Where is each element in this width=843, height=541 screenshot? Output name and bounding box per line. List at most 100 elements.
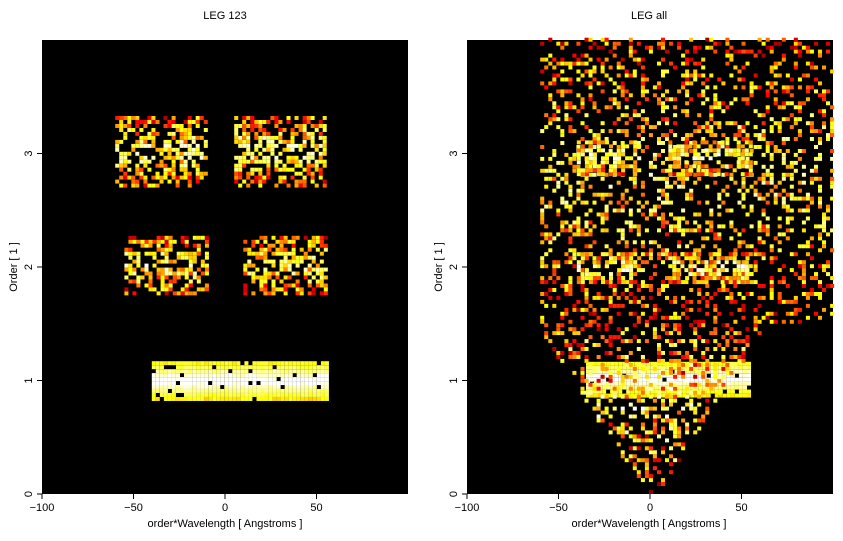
heatmap-cell: [693, 45, 698, 50]
heatmap-cell: [311, 291, 316, 296]
heatmap-cell: [244, 361, 249, 366]
heatmap-cell: [580, 307, 585, 312]
heatmap-cell: [124, 291, 129, 296]
heatmap-cell: [769, 319, 774, 324]
heatmap-cell: [726, 381, 731, 386]
heatmap-cell: [560, 351, 565, 355]
heatmap-cell: [689, 398, 694, 403]
heatmap-cell: [552, 73, 557, 78]
heatmap-cell: [319, 243, 324, 248]
heatmap-cell: [621, 160, 626, 165]
heatmap-cell: [781, 137, 786, 141]
heatmap-cell: [584, 81, 589, 86]
heatmap-cell: [705, 347, 710, 351]
heatmap-cell: [724, 172, 729, 177]
heatmap-cell: [665, 97, 670, 102]
heatmap-cell: [734, 377, 739, 382]
heatmap-cell: [279, 263, 284, 268]
heatmap-cell: [605, 140, 610, 145]
heatmap-cell: [314, 147, 319, 152]
heatmap-cell: [580, 276, 585, 281]
heatmap-cell: [322, 143, 327, 148]
heatmap-cell: [769, 45, 774, 50]
heatmap-cell: [689, 196, 694, 201]
heatmap-cell: [830, 121, 835, 126]
heatmap-cell: [749, 49, 754, 54]
heatmap-cell: [584, 148, 589, 153]
heatmap-cell: [640, 260, 645, 265]
heatmap-cell: [689, 141, 694, 145]
heatmap-cell: [618, 361, 623, 366]
heatmap-cell: [729, 299, 734, 304]
heatmap-cell: [254, 124, 259, 128]
heatmap-cell: [666, 365, 671, 370]
heatmap-cell: [661, 370, 666, 375]
heatmap-cell: [632, 366, 637, 371]
heatmap-cell: [644, 77, 649, 82]
heatmap-cell: [753, 180, 758, 185]
heatmap-cell: [744, 140, 749, 145]
heatmap-cell: [278, 179, 283, 184]
heatmap-cell: [648, 478, 653, 483]
heatmap-cell: [176, 365, 181, 370]
heatmap-cell: [773, 192, 778, 197]
heatmap-cell: [661, 280, 666, 285]
heatmap-cell: [773, 101, 778, 106]
heatmap-cell: [749, 224, 754, 229]
heatmap-cell: [204, 365, 209, 370]
heatmap-cell: [738, 389, 743, 394]
heatmap-cell: [793, 152, 798, 157]
heatmap-cell: [596, 323, 601, 328]
heatmap-cell: [696, 156, 701, 161]
heatmap-cell: [648, 212, 653, 217]
heatmap-cell: [624, 374, 629, 379]
heatmap-cell: [713, 244, 718, 249]
heatmap-cell: [184, 369, 189, 374]
heatmap-cell: [712, 276, 717, 281]
heatmap-cell: [135, 143, 140, 148]
heatmap-cell: [805, 204, 810, 209]
heatmap-cell: [242, 163, 247, 168]
heatmap-cell: [743, 389, 748, 394]
heatmap-cell: [323, 283, 328, 288]
heatmap-cell: [319, 283, 324, 288]
heatmap-cell: [266, 171, 271, 176]
heatmap-cell: [661, 109, 666, 114]
heatmap-cell: [761, 256, 766, 261]
heatmap-cell: [266, 175, 271, 180]
heatmap-cell: [220, 381, 225, 386]
heatmap-cell: [822, 109, 827, 114]
heatmap-cell: [588, 164, 593, 169]
heatmap-cell: [702, 385, 707, 390]
heatmap-cell: [716, 272, 721, 277]
heatmap-cell: [252, 381, 257, 386]
heatmap-cell: [769, 156, 774, 161]
heatmap-cell: [717, 77, 722, 82]
heatmap-cell: [290, 147, 295, 152]
heatmap-cell: [576, 355, 581, 359]
heatmap-cell: [712, 252, 717, 257]
heatmap-cell: [685, 93, 690, 98]
heatmap-cell: [624, 288, 629, 292]
heatmap-cell: [801, 45, 806, 50]
heatmap-cell: [717, 378, 722, 383]
heatmap-cell: [716, 268, 721, 273]
heatmap-cell: [616, 386, 621, 391]
heatmap-cell: [665, 133, 670, 138]
heatmap-cell: [540, 41, 545, 46]
heatmap-cell: [255, 239, 260, 244]
heatmap-cell: [171, 159, 176, 164]
heatmap-cell: [713, 339, 718, 344]
heatmap-cell: [665, 394, 670, 399]
heatmap-cell: [789, 85, 794, 90]
heatmap-cell: [604, 252, 609, 257]
heatmap-cell: [640, 244, 645, 249]
heatmap-cell: [282, 139, 287, 144]
heatmap-cell: [830, 228, 835, 233]
heatmap-cell: [636, 61, 641, 66]
heatmap-cell: [580, 347, 585, 351]
heatmap-cell: [195, 116, 200, 120]
heatmap-cell: [636, 299, 641, 304]
heatmap-cell: [306, 167, 311, 172]
heatmap-cell: [163, 397, 168, 401]
